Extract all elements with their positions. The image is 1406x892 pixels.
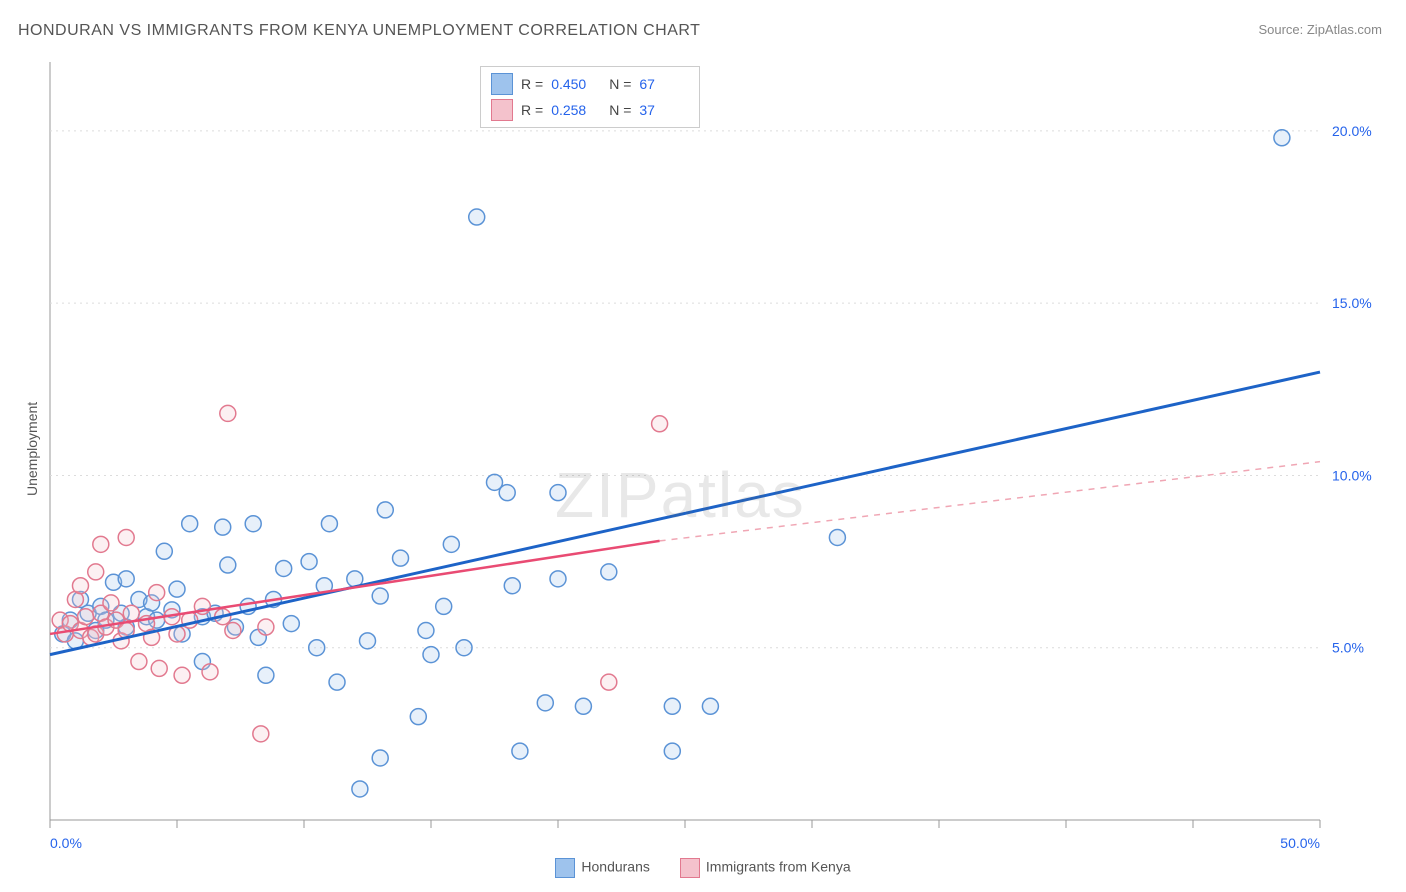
legend-item: Hondurans: [555, 858, 650, 878]
y-tick-label: 5.0%: [1332, 640, 1364, 656]
data-point: [309, 640, 325, 656]
data-point: [410, 709, 426, 725]
legend-stat-row: R = 0.450 N = 67: [491, 71, 689, 97]
data-point: [253, 726, 269, 742]
data-point: [1274, 130, 1290, 146]
data-point: [151, 660, 167, 676]
data-point: [436, 598, 452, 614]
data-point: [601, 674, 617, 690]
chart-container: HONDURAN VS IMMIGRANTS FROM KENYA UNEMPL…: [0, 0, 1406, 892]
legend-label: Immigrants from Kenya: [706, 859, 851, 875]
n-value: 67: [639, 76, 689, 92]
data-point: [174, 667, 190, 683]
data-point: [123, 605, 139, 621]
legend-stat-row: R = 0.258 N = 37: [491, 97, 689, 123]
data-point: [456, 640, 472, 656]
legend-item: Immigrants from Kenya: [680, 858, 851, 878]
data-point: [88, 564, 104, 580]
y-tick-label: 15.0%: [1332, 295, 1372, 311]
data-point: [149, 585, 165, 601]
data-point: [156, 543, 172, 559]
legend-swatch-icon: [555, 858, 575, 878]
r-value: 0.258: [551, 102, 601, 118]
data-point: [423, 647, 439, 663]
data-point: [103, 595, 119, 611]
data-point: [443, 536, 459, 552]
data-point: [575, 698, 591, 714]
n-label: N =: [609, 102, 631, 118]
data-point: [220, 557, 236, 573]
legend-swatch-icon: [491, 99, 513, 121]
r-label: R =: [521, 76, 543, 92]
data-point: [550, 485, 566, 501]
data-point: [499, 485, 515, 501]
data-point: [220, 405, 236, 421]
data-point: [93, 536, 109, 552]
data-point: [225, 623, 241, 639]
data-point: [377, 502, 393, 518]
legend-label: Hondurans: [581, 859, 650, 875]
r-value: 0.450: [551, 76, 601, 92]
data-point: [215, 519, 231, 535]
data-point: [372, 750, 388, 766]
scatter-chart: 5.0% 10.0% 15.0% 20.0% 0.0% 50.0%: [0, 0, 1406, 892]
data-point: [169, 581, 185, 597]
x-tick-label: 0.0%: [50, 835, 82, 851]
data-point: [652, 416, 668, 432]
data-point: [301, 554, 317, 570]
data-point: [418, 623, 434, 639]
data-point: [360, 633, 376, 649]
data-point: [829, 529, 845, 545]
x-tick-label: 50.0%: [1280, 835, 1320, 851]
data-point: [469, 209, 485, 225]
data-point: [118, 571, 134, 587]
data-point: [702, 698, 718, 714]
data-point: [131, 654, 147, 670]
n-value: 37: [639, 102, 689, 118]
trend-line: [50, 541, 660, 634]
legend-swatch-icon: [491, 73, 513, 95]
trend-line: [50, 372, 1320, 655]
data-point: [329, 674, 345, 690]
data-point: [258, 667, 274, 683]
data-point: [245, 516, 261, 532]
data-point: [258, 619, 274, 635]
data-point: [664, 743, 680, 759]
data-point: [512, 743, 528, 759]
data-point: [352, 781, 368, 797]
data-point: [78, 609, 94, 625]
correlation-legend: R = 0.450 N = 67 R = 0.258 N = 37: [480, 66, 700, 128]
data-point: [118, 529, 134, 545]
data-point: [321, 516, 337, 532]
data-point: [283, 616, 299, 632]
data-point: [504, 578, 520, 594]
y-tick-label: 10.0%: [1332, 467, 1372, 483]
data-point: [550, 571, 566, 587]
y-axis-label: Unemployment: [24, 402, 40, 496]
data-point: [537, 695, 553, 711]
data-point: [372, 588, 388, 604]
legend-swatch-icon: [680, 858, 700, 878]
n-label: N =: [609, 76, 631, 92]
data-point: [664, 698, 680, 714]
y-tick-label: 20.0%: [1332, 123, 1372, 139]
data-point: [393, 550, 409, 566]
data-point: [202, 664, 218, 680]
series-legend: Hondurans Immigrants from Kenya: [0, 858, 1406, 878]
data-point: [182, 516, 198, 532]
data-point: [601, 564, 617, 580]
data-point: [276, 560, 292, 576]
r-label: R =: [521, 102, 543, 118]
trend-line-extrapolated: [660, 462, 1320, 541]
data-point: [72, 578, 88, 594]
